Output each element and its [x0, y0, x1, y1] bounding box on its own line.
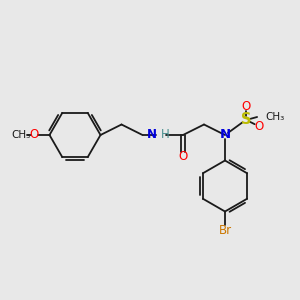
Text: N: N [147, 128, 157, 142]
Text: CH₃: CH₃ [11, 130, 31, 140]
Text: O: O [178, 150, 188, 164]
Text: O: O [254, 119, 263, 133]
Text: CH₃: CH₃ [266, 112, 285, 122]
Text: S: S [241, 112, 251, 128]
Text: O: O [242, 100, 250, 113]
Text: Br: Br [218, 224, 232, 238]
Text: H: H [160, 128, 169, 142]
Text: O: O [30, 128, 39, 142]
Text: N: N [219, 128, 231, 142]
